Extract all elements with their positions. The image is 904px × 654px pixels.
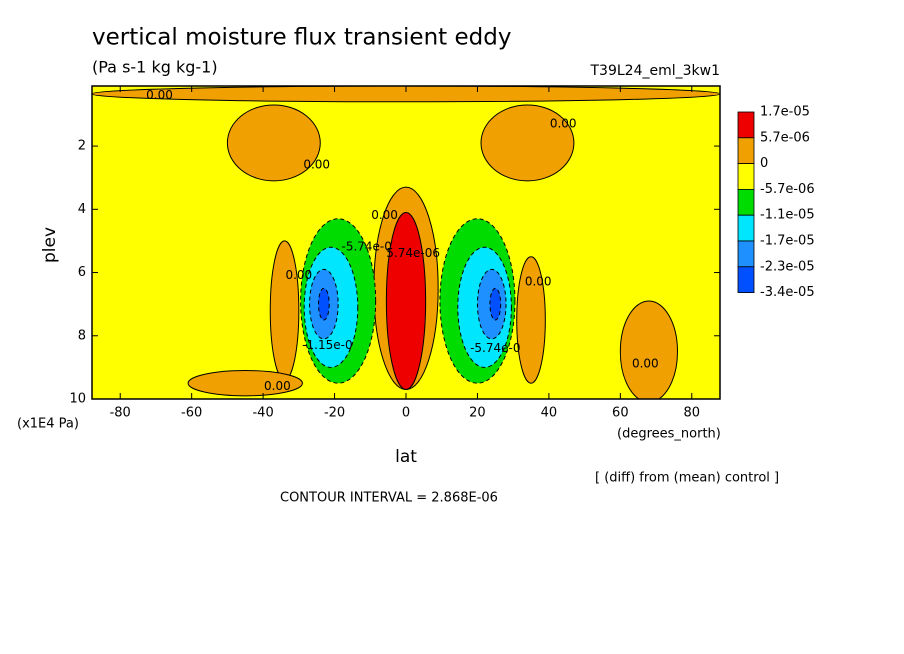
y-axis-label: plev [40,227,60,263]
y-tick-label: 4 [78,202,86,217]
contour-label: 0.00 [632,357,659,371]
contour-label: 0.00 [285,268,312,282]
contour-region [317,287,330,321]
x-tick-label: 20 [469,406,486,421]
plot-area: 0.00 0.00 0.00 0.00 0.00 0.00 0.00 0.00 5.74e-06… [92,86,720,399]
y-tick-label: 6 [78,265,86,280]
colorbar-box [737,188,755,216]
colorbar-box [737,137,755,165]
note: [ (diff) from (mean) control ] [595,471,779,486]
x-tick-label: 80 [684,406,701,421]
contour-label: 0.00 [371,208,398,222]
x-tick-label: -20 [324,406,345,421]
x-units: (degrees_north) [617,427,721,442]
contour-region [226,104,321,182]
x-tick-label: 40 [541,406,558,421]
colorbar-box [737,163,755,190]
x-tick-label: 0 [402,406,410,421]
contour-region [269,240,300,381]
chart-title: vertical moisture flux transient eddy [92,25,511,51]
contour-label: 0.00 [303,158,330,172]
colorbar-box [737,240,755,268]
colorbar-box [737,111,755,139]
colorbar-label: -3.4e-05 [760,285,815,300]
contour-label: 0.00 [146,88,173,102]
subtitle: (Pa s-1 kg kg-1) [92,58,218,77]
y-tick-label: 8 [78,328,86,343]
contour-region [480,104,575,182]
x-tick-label: -80 [110,406,131,421]
colorbar-label: -1.7e-05 [760,234,815,249]
contour-region [92,86,720,103]
colorbar-label: 5.7e-06 [760,130,810,145]
contour-label: 5.74e-06 [386,246,440,260]
x-tick-label: -60 [181,406,202,421]
colorbar-box [737,214,755,242]
contour-label: -1.15e-0 [302,338,352,352]
x-tick-label: -40 [252,406,273,421]
contour-label: -5.74e-0 [342,240,392,254]
contour-region [619,300,678,399]
overlay: -80 -60 -40 -20 0 20 40 60 80 2 4 6 8 10 1.7e-05 5.7e-0… [69,85,815,421]
colorbar-label: -2.3e-05 [760,259,815,274]
colorbar-label: 0 [760,156,768,171]
run-label: T39L24_eml_3kw1 [590,63,721,79]
contour-interval: CONTOUR INTERVAL = 2.868E-06 [280,491,498,506]
contour-label: 0.00 [550,116,577,130]
x-axis-label: lat [395,447,417,467]
contour-region [187,370,303,397]
colorbar-box [737,266,755,293]
contour-label: 0.00 [264,379,291,393]
x-tick-label: 60 [612,406,629,421]
y-units: (x1E4 Pa) [17,417,79,432]
contour-region [516,256,546,384]
colorbar-label: 1.7e-05 [760,105,810,120]
colorbar-label: -1.1e-05 [760,208,815,223]
contour-label: -5.74e-0 [470,341,520,355]
y-tick-label: 10 [69,392,86,407]
contour-label: 0.00 [525,275,552,289]
contour-region [385,211,427,391]
colorbar-label: -5.7e-06 [760,182,815,197]
y-tick-label: 2 [78,139,86,154]
contour-region [489,287,502,321]
